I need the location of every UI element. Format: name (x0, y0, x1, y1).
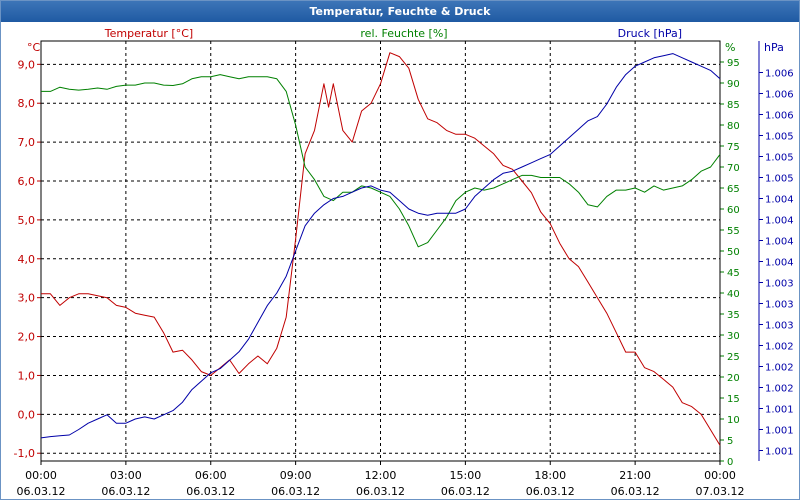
temperature-tick-label: 2,0 (18, 331, 36, 344)
pressure-tick-label: 1.002 (765, 342, 794, 353)
pressure-tick-label: 1.001 (765, 426, 794, 437)
x-tick-time: 06:00 (195, 469, 227, 482)
humidity-tick-label: 0 (727, 457, 733, 468)
humidity-tick-label: 70 (727, 163, 740, 174)
humidity-axis-title: rel. Feuchte [%] (360, 27, 447, 40)
pressure-tick-label: 1.003 (765, 321, 794, 332)
pressure-tick-label: 1.006 (765, 111, 794, 122)
humidity-tick-label: 90 (727, 79, 740, 90)
pressure-tick-label: 1.004 (765, 258, 794, 269)
temperature-tick-label: 6,0 (18, 175, 36, 188)
humidity-tick-label: 65 (727, 184, 740, 195)
x-tick-time: 15:00 (450, 469, 482, 482)
humidity-tick-label: 80 (727, 121, 740, 132)
pressure-unit-label: hPa (764, 41, 784, 54)
pressure-line (40, 53, 721, 439)
title-bar: Temperatur, Feuchte & Druck (1, 1, 799, 22)
x-tick-date: 06.03.12 (526, 485, 575, 498)
temperature-tick-label: 8,0 (18, 97, 36, 110)
x-tick-date: 07.03.12 (696, 485, 745, 498)
humidity-tick-label: 85 (727, 100, 740, 111)
pressure-tick-label: 1.003 (765, 300, 794, 311)
pressure-axis-title: Druck [hPa] (618, 27, 682, 40)
line-chart: 00:00 06.03.12 03:00 06.03.12 06:00 06.03.12 0… (14, 27, 794, 498)
pressure-tick-label: 1.003 (765, 279, 794, 290)
humidity-tick-label: 75 (727, 142, 740, 153)
pressure-tick-label: 1.005 (765, 132, 794, 143)
humidity-tick-label: 55 (727, 226, 740, 237)
x-tick-date: 06.03.12 (441, 485, 490, 498)
humidity-line (41, 74, 721, 248)
x-tick-date: 06.03.12 (611, 485, 660, 498)
x-tick-time: 00:00 (704, 469, 736, 482)
x-tick-date: 06.03.12 (271, 485, 320, 498)
temperature-line (41, 52, 721, 446)
temperature-tick-label: 0,0 (18, 408, 36, 421)
x-tick-time: 03:00 (110, 469, 142, 482)
temperature-tick-label: -1,0 (14, 447, 35, 460)
x-tick-time: 00:00 (25, 469, 57, 482)
humidity-tick-label: 10 (727, 415, 740, 426)
temperature-tick-label: 9,0 (18, 58, 36, 71)
pressure-tick-label: 1.005 (765, 153, 794, 164)
pressure-tick-label: 1.006 (765, 69, 794, 80)
x-tick-time: 18:00 (534, 469, 566, 482)
pressure-tick-label: 1.002 (765, 363, 794, 374)
temperature-unit-label: °C (27, 41, 41, 54)
pressure-tick-label: 1.004 (765, 216, 794, 227)
x-tick-time: 21:00 (619, 469, 651, 482)
temperature-tick-label: 7,0 (18, 136, 36, 149)
pressure-tick-label: 1.004 (765, 195, 794, 206)
pressure-tick-label: 1.006 (765, 90, 794, 101)
x-tick-date: 06.03.12 (101, 485, 150, 498)
humidity-tick-label: 45 (727, 268, 740, 279)
humidity-tick-label: 20 (727, 373, 740, 384)
x-tick-time: 12:00 (365, 469, 397, 482)
temperature-tick-label: 5,0 (18, 214, 36, 227)
humidity-tick-label: 40 (727, 289, 740, 300)
temperature-tick-label: 4,0 (18, 253, 36, 266)
x-tick-date: 06.03.12 (17, 485, 66, 498)
pressure-tick-label: 1.005 (765, 174, 794, 185)
temperature-axis-title: Temperatur [°C] (104, 27, 193, 40)
pressure-tick-label: 1.001 (765, 447, 794, 458)
plot-frame (40, 40, 721, 462)
x-tick-time: 09:00 (280, 469, 312, 482)
temperature-tick-label: 3,0 (18, 292, 36, 305)
humidity-tick-label: 5 (727, 436, 733, 447)
humidity-tick-label: 25 (727, 352, 740, 363)
humidity-tick-label: 50 (727, 247, 740, 258)
pressure-tick-label: 1.002 (765, 384, 794, 395)
humidity-unit-label: % (725, 41, 735, 54)
temperature-tick-label: 1,0 (18, 369, 36, 382)
pressure-tick-label: 1.004 (765, 237, 794, 248)
pressure-tick-label: 1.001 (765, 405, 794, 416)
window-title: Temperatur, Feuchte & Druck (309, 5, 491, 18)
humidity-tick-label: 95 (727, 58, 740, 69)
humidity-tick-label: 30 (727, 331, 740, 342)
humidity-tick-label: 15 (727, 394, 740, 405)
humidity-tick-label: 35 (727, 310, 740, 321)
x-tick-date: 06.03.12 (356, 485, 405, 498)
humidity-tick-label: 60 (727, 205, 740, 216)
x-tick-date: 06.03.12 (186, 485, 235, 498)
